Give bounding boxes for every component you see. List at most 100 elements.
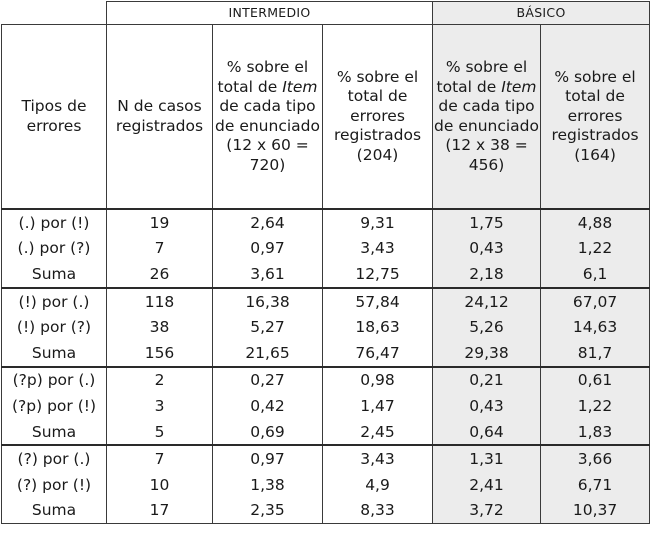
cell-tipo: Suma [1, 339, 107, 368]
cell-casos: 5 [106, 418, 213, 446]
cell-int-pct-errores: 3,43 [321, 235, 434, 262]
cell-bas-pct-item: 0,43 [432, 235, 542, 262]
cell-int-pct-errores: 8,33 [321, 497, 434, 525]
table-row: Suma 26 3,61 12,75 2,18 6,1 [1, 261, 650, 289]
header-bas-pct-item-pre: % sobre el total de [436, 58, 528, 96]
table-body: (.) por (!) 19 2,64 9,31 1,75 4,88 (.) por (?)… [1, 208, 650, 525]
cell-casos: 118 [106, 286, 213, 315]
cell-casos: 7 [106, 235, 213, 262]
cell-bas-pct-errores: 81,7 [540, 339, 650, 368]
cell-bas-pct-item: 2,41 [432, 471, 542, 498]
cell-tipo: Suma [1, 261, 107, 289]
table-row: Suma 17 2,35 8,33 3,72 10,37 [1, 497, 650, 525]
cell-tipo: (!) por (?) [1, 314, 107, 340]
cell-bas-pct-errores: 0,61 [540, 365, 650, 394]
cell-bas-pct-item: 0,64 [432, 418, 542, 446]
cell-bas-pct-errores: 67,07 [540, 286, 650, 315]
table-row: (?) por (!) 10 1,38 4,9 2,41 6,71 [1, 471, 650, 498]
cell-bas-pct-item: 1,31 [432, 444, 542, 472]
cell-bas-pct-item: 3,72 [432, 497, 542, 525]
cell-casos: 3 [106, 393, 213, 419]
cell-int-pct-item: 21,65 [212, 339, 323, 368]
cell-casos: 26 [106, 261, 213, 289]
cell-int-pct-item: 16,38 [212, 286, 323, 315]
table-row: (.) por (!) 19 2,64 9,31 1,75 4,88 [1, 208, 650, 236]
cell-int-pct-errores: 3,43 [321, 444, 434, 472]
cell-bas-pct-errores: 10,37 [540, 497, 650, 525]
table-row: Suma 5 0,69 2,45 0,64 1,83 [1, 418, 650, 446]
cell-int-pct-errores: 12,75 [321, 261, 434, 289]
cell-int-pct-errores: 1,47 [321, 393, 434, 419]
cell-bas-pct-errores: 1,22 [540, 235, 650, 262]
cell-int-pct-item: 0,97 [212, 235, 323, 262]
cell-int-pct-item: 0,27 [212, 365, 323, 394]
cell-int-pct-errores: 18,63 [321, 314, 434, 340]
cell-tipo: (?) por (!) [1, 471, 107, 498]
cell-bas-pct-item: 29,38 [432, 339, 542, 368]
header-tipos-de-errores: Tipos de errores [1, 24, 107, 210]
cell-bas-pct-errores: 6,71 [540, 471, 650, 498]
cell-tipo: (.) por (!) [1, 208, 107, 236]
table-row: (?p) por (!) 3 0,42 1,47 0,43 1,22 [1, 393, 650, 419]
cell-bas-pct-errores: 4,88 [540, 208, 650, 236]
cell-tipo: (!) por (.) [1, 286, 107, 315]
cell-bas-pct-item: 0,21 [432, 365, 542, 394]
error-types-table: INTERMEDIO BÁSICO Tipos de errores N de … [1, 1, 650, 525]
cell-casos: 10 [106, 471, 213, 498]
header-bas-pct-item: % sobre el total de Item de cada tipo de… [432, 24, 542, 210]
cell-int-pct-errores: 9,31 [321, 208, 434, 236]
cell-bas-pct-item: 2,18 [432, 261, 542, 289]
table-row: (.) por (?) 7 0,97 3,43 0,43 1,22 [1, 235, 650, 262]
cell-bas-pct-errores: 1,22 [540, 393, 650, 419]
header-bas-pct-item-italic: Item [501, 77, 537, 96]
cell-casos: 7 [106, 444, 213, 472]
cell-int-pct-errores: 4,9 [321, 471, 434, 498]
table-row: (!) por (.) 118 16,38 57,84 24,12 67,07 [1, 286, 650, 315]
group-header-basico: BÁSICO [432, 1, 650, 25]
cell-casos: 2 [106, 365, 213, 394]
cell-int-pct-item: 0,42 [212, 393, 323, 419]
cell-int-pct-item: 3,61 [212, 261, 323, 289]
cell-casos: 17 [106, 497, 213, 525]
cell-int-pct-item: 2,35 [212, 497, 323, 525]
table-row: (?) por (.) 7 0,97 3,43 1,31 3,66 [1, 444, 650, 472]
cell-bas-pct-errores: 3,66 [540, 444, 650, 472]
header-bas-pct-item-post: de cada tipo de enunciado (12 x 38 = 456… [434, 97, 540, 174]
cell-tipo: (.) por (?) [1, 235, 107, 262]
cell-bas-pct-item: 0,43 [432, 393, 542, 419]
cell-int-pct-errores: 57,84 [321, 286, 434, 315]
cell-tipo: Suma [1, 418, 107, 446]
header-int-pct-item-italic: Item [282, 77, 318, 96]
cell-int-pct-errores: 76,47 [321, 339, 434, 368]
cell-bas-pct-item: 1,75 [432, 208, 542, 236]
cell-tipo: (?p) por (.) [1, 365, 107, 394]
cell-int-pct-errores: 2,45 [321, 418, 434, 446]
cell-bas-pct-errores: 6,1 [540, 261, 650, 289]
header-int-pct-errores: % sobre el total de errores registrados … [321, 24, 434, 210]
header-int-pct-item-pre: % sobre el total de [217, 58, 309, 96]
cell-int-pct-item: 5,27 [212, 314, 323, 340]
cell-casos: 38 [106, 314, 213, 340]
corner-cell [1, 1, 107, 25]
cell-tipo: (?p) por (!) [1, 393, 107, 419]
cell-bas-pct-item: 24,12 [432, 286, 542, 315]
cell-int-pct-item: 2,64 [212, 208, 323, 236]
cell-bas-pct-item: 5,26 [432, 314, 542, 340]
cell-int-pct-item: 0,69 [212, 418, 323, 446]
cell-tipo: Suma [1, 497, 107, 525]
cell-bas-pct-errores: 1,83 [540, 418, 650, 446]
cell-casos: 156 [106, 339, 213, 368]
cell-bas-pct-errores: 14,63 [540, 314, 650, 340]
header-int-pct-item-post: de cada tipo de enunciado (12 x 60 = 720… [215, 97, 320, 174]
cell-int-pct-item: 0,97 [212, 444, 323, 472]
header-n-casos: N de casos registrados [106, 24, 213, 210]
cell-casos: 19 [106, 208, 213, 236]
cell-int-pct-item: 1,38 [212, 471, 323, 498]
group-header-intermedio: INTERMEDIO [105, 1, 434, 25]
table-row: (?p) por (.) 2 0,27 0,98 0,21 0,61 [1, 365, 650, 394]
table-row: Suma 156 21,65 76,47 29,38 81,7 [1, 339, 650, 368]
header-int-pct-item: % sobre el total de Item de cada tipo de… [212, 24, 323, 210]
table-row: (!) por (?) 38 5,27 18,63 5,26 14,63 [1, 314, 650, 340]
cell-tipo: (?) por (.) [1, 444, 107, 472]
header-bas-pct-errores: % sobre el total de errores registrados … [540, 24, 650, 210]
